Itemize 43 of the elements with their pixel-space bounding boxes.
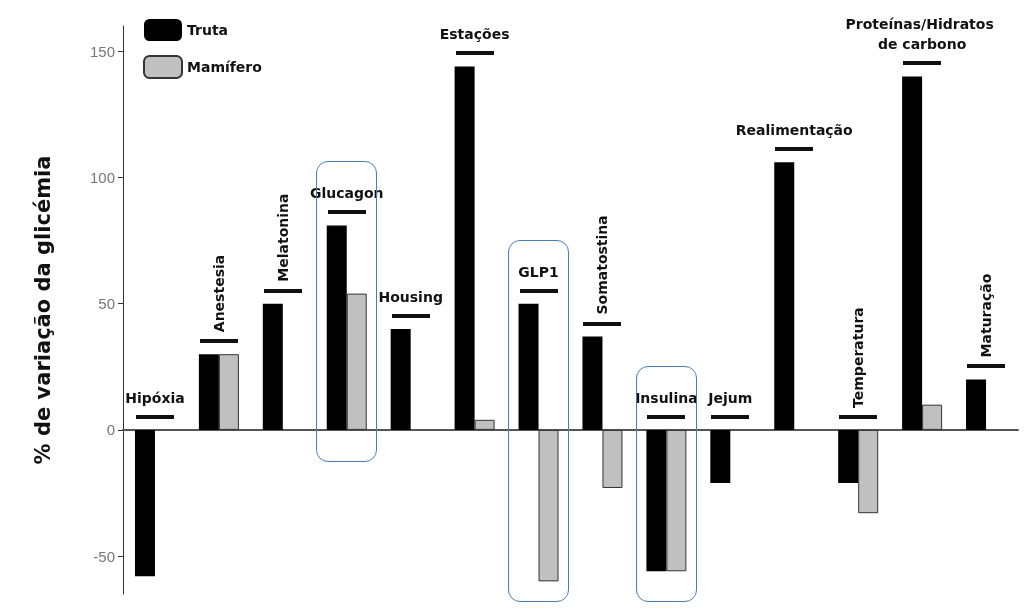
bar [262,303,283,430]
legend-label: Mamífero [187,59,263,75]
bar [774,162,795,430]
x-tick-label: Hipóxia [125,389,185,406]
bar [710,429,731,483]
bar [346,293,367,430]
x-tick-label: GLP1 [518,263,559,280]
x-tick-label: Realimentação [735,122,854,139]
x-tick-label: Maturação [978,273,995,358]
x-tick-label: Temperatura [850,307,867,408]
bar [134,429,155,577]
bar [922,404,943,430]
y-tick-label: 100 [89,168,115,186]
bar [474,419,495,430]
bar [454,66,475,430]
bar [602,429,623,488]
x-tick-label: Estações [439,26,510,43]
bar [858,429,879,514]
bar [902,76,923,430]
y-tick-label: 0 [106,421,115,439]
x-tick-label: Anestesia [210,254,227,333]
bar [666,429,687,572]
y-tick-label: 150 [89,42,115,60]
bar [390,328,411,430]
bar [646,429,667,572]
bar [838,429,859,483]
y-axis-title: % de variação da glicémia [30,155,55,465]
bar [538,429,559,582]
bar [218,354,239,430]
bar [518,303,539,430]
legend-label: Truta [187,22,229,38]
y-tick-label: -50 [93,547,115,565]
x-tick-label: Proteínas/Hidratos de carbono [845,16,999,53]
x-tick-label: Melatonina [274,193,291,282]
bar [966,379,987,430]
x-tick-label: Somatostina [594,215,611,315]
x-tick-label: Insulina [635,389,698,406]
x-tick-label: Jejum [707,389,753,406]
bar [198,354,219,430]
bar [582,336,603,430]
x-tick-label: Housing [378,288,443,305]
y-tick-label: 50 [98,295,115,313]
bar [326,225,347,430]
